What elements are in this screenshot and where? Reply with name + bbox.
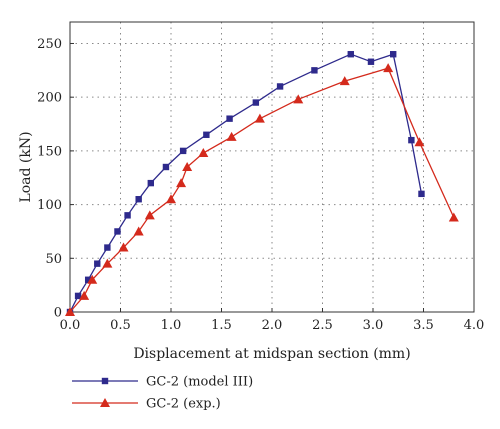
x-tick-label: 4.0: [464, 318, 485, 333]
plot-frame: [69, 21, 475, 313]
y-tick-label: 100: [37, 198, 62, 213]
legend-item-model: GC-2 (model III): [72, 375, 253, 390]
x-axis-ticks: 0.0 0.5 1.0 1.5 2.0 2.5 3.0 3.5 4.0: [60, 308, 485, 333]
y-tick-label: 0: [54, 306, 62, 321]
x-tick-label: 2.5: [312, 318, 333, 333]
data-point-model: [408, 136, 415, 144]
legend: GC-2 (model III) GC-2 (exp.): [72, 375, 253, 412]
data-point-model: [347, 51, 354, 58]
x-tick-label: 3.5: [413, 318, 434, 333]
data-point-model: [390, 51, 397, 58]
data-point-model: [367, 58, 375, 65]
x-axis-title: Displacement at midspan section (mm): [133, 346, 410, 362]
data-point-model: [147, 179, 154, 187]
series-line-model: [69, 53, 423, 313]
data-point-model: [84, 276, 92, 283]
data-point-model: [418, 190, 425, 198]
data-point-model: [162, 163, 170, 171]
y-tick-label: 50: [45, 252, 62, 267]
data-point-exp: [198, 148, 209, 158]
data-point-model: [311, 67, 318, 74]
data-point-model: [203, 131, 210, 138]
data-point-exp: [293, 94, 304, 104]
data-point-exp: [102, 258, 113, 268]
x-tick-label: 0.0: [60, 318, 81, 333]
data-point-exp: [448, 212, 459, 222]
legend-marker-model: [101, 377, 109, 385]
grid: [70, 22, 474, 312]
data-point-exp: [144, 210, 155, 220]
y-tick-label: 150: [37, 144, 62, 159]
data-point-model: [114, 228, 121, 235]
data-point-model: [135, 196, 142, 203]
data-point-model: [94, 260, 101, 267]
x-tick-label: 2.0: [262, 318, 283, 333]
series-model: [66, 51, 425, 316]
data-point-exp: [87, 274, 98, 284]
y-tick-label: 250: [37, 37, 62, 52]
data-point-exp: [65, 307, 75, 316]
data-point-exp: [133, 226, 144, 236]
data-point-exp: [176, 178, 187, 188]
x-tick-label: 1.0: [161, 318, 182, 333]
data-point-exp: [383, 63, 394, 73]
data-point-exp: [226, 131, 237, 141]
data-point-model: [179, 147, 187, 155]
y-axis-ticks: 0 50 100 150 200 250: [37, 37, 74, 321]
x-tick-label: 3.0: [363, 318, 384, 333]
data-point-exp: [414, 137, 425, 147]
legend-label-exp: GC-2 (exp.): [146, 397, 221, 412]
data-point-exp: [166, 194, 176, 204]
y-tick-label: 200: [37, 91, 62, 106]
data-point-exp: [339, 76, 350, 86]
x-tick-label: 1.5: [211, 318, 232, 333]
y-axis-title: Load (kN): [18, 131, 34, 202]
data-point-model: [252, 99, 260, 106]
data-point-model: [124, 212, 131, 219]
data-point-model: [226, 115, 233, 122]
data-point-model: [74, 292, 82, 300]
data-point-exp: [182, 162, 193, 171]
series-line-exp: [69, 67, 455, 313]
legend-item-exp: GC-2 (exp.): [72, 397, 221, 412]
data-point-exp: [254, 113, 265, 123]
data-point-model: [104, 244, 111, 251]
data-point-exp: [118, 242, 129, 252]
series-exp: [65, 63, 459, 316]
legend-label-model: GC-2 (model III): [146, 375, 253, 390]
x-tick-label: 0.5: [110, 318, 131, 333]
legend-marker-exp: [100, 398, 110, 407]
data-point-exp: [79, 290, 90, 300]
data-point-model: [276, 83, 284, 90]
series-layer: [65, 51, 459, 316]
